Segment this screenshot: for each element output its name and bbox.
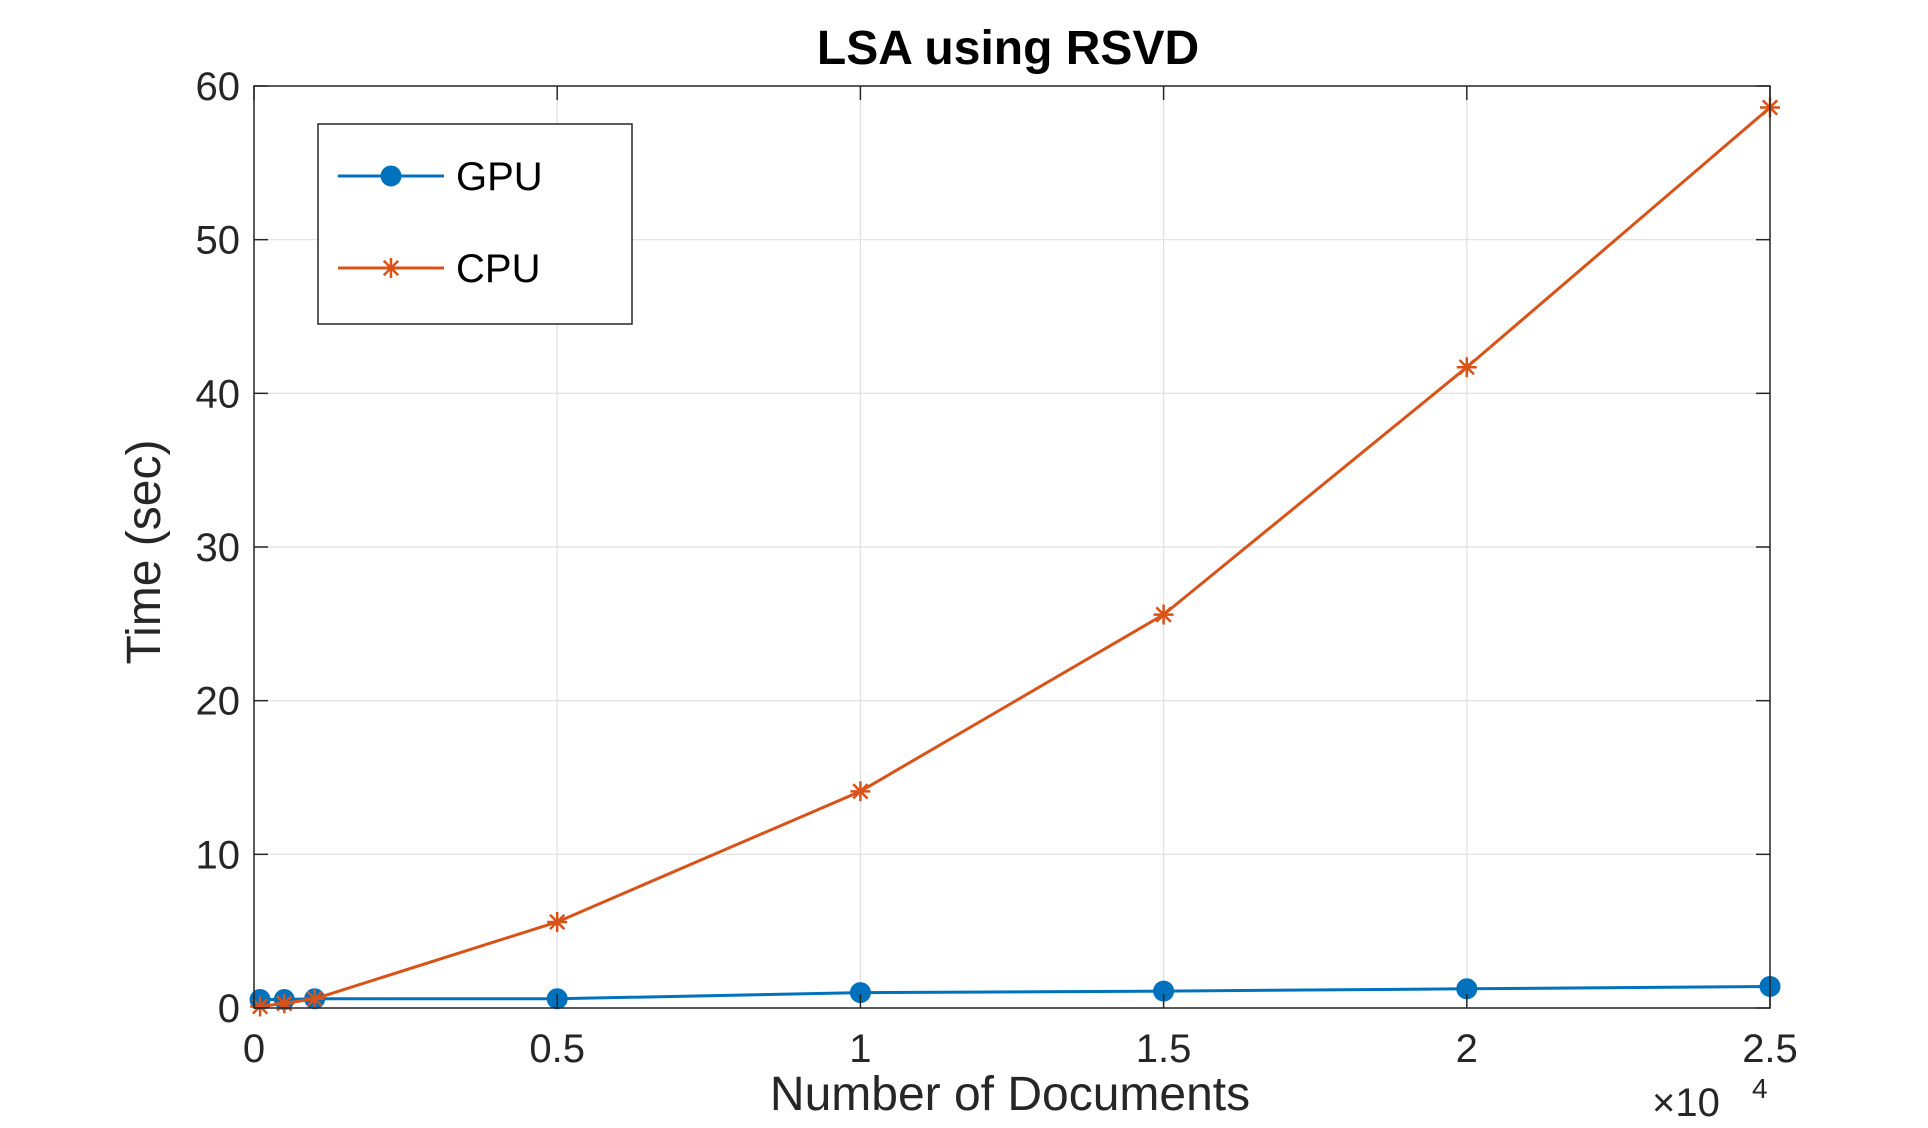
ticks: 0 0.5 1 1.5 2 2.5 0 10 20 30 40 50 60 bbox=[196, 65, 1798, 1071]
y-tick-label: 30 bbox=[196, 526, 241, 570]
legend-box bbox=[317, 123, 633, 325]
data-point-cpu bbox=[1456, 357, 1477, 378]
data-point-cpu bbox=[304, 988, 325, 1009]
legend-entry-gpu: GPU bbox=[338, 155, 543, 199]
chart-title: LSA using RSVD bbox=[817, 22, 1199, 75]
legend-label-gpu: GPU bbox=[456, 155, 543, 199]
x-exponent-label: ×10 4 bbox=[1652, 1073, 1768, 1125]
x-tick-label: 1.5 bbox=[1136, 1027, 1192, 1071]
legend-entry-cpu: CPU bbox=[338, 247, 540, 291]
data-point-cpu bbox=[1153, 604, 1174, 625]
x-exponent-power: 4 bbox=[1752, 1073, 1768, 1104]
x-tick-label: 0.5 bbox=[529, 1027, 585, 1071]
x-axis-label: Number of Documents bbox=[770, 1068, 1250, 1121]
legend-marker-symbol-cpu bbox=[381, 258, 401, 278]
data-point-cpu bbox=[250, 996, 271, 1017]
y-tick-label: 20 bbox=[196, 680, 241, 724]
legend-marker-symbol-gpu bbox=[380, 165, 402, 187]
legend-label-cpu: CPU bbox=[456, 247, 540, 291]
y-axis-label: Time (sec) bbox=[118, 440, 171, 665]
x-exponent-base: ×10 bbox=[1652, 1081, 1720, 1125]
y-tick-label: 60 bbox=[196, 65, 241, 109]
y-tick-label: 0 bbox=[218, 987, 240, 1031]
x-tick-label: 2 bbox=[1456, 1027, 1478, 1071]
y-tick-label: 50 bbox=[196, 219, 241, 263]
legend: GPU CPU bbox=[317, 123, 633, 325]
x-tick-label: 2.5 bbox=[1742, 1027, 1798, 1071]
data-point-cpu bbox=[850, 781, 871, 802]
data-point-cpu bbox=[547, 911, 568, 932]
data-point-cpu bbox=[274, 993, 295, 1014]
legend-marker-cpu bbox=[381, 258, 401, 278]
x-tick-label: 1 bbox=[849, 1027, 871, 1071]
y-tick-label: 10 bbox=[196, 833, 241, 877]
legend-marker-gpu bbox=[380, 165, 402, 187]
y-tick-label: 40 bbox=[196, 372, 241, 416]
x-tick-label: 0 bbox=[243, 1027, 265, 1071]
